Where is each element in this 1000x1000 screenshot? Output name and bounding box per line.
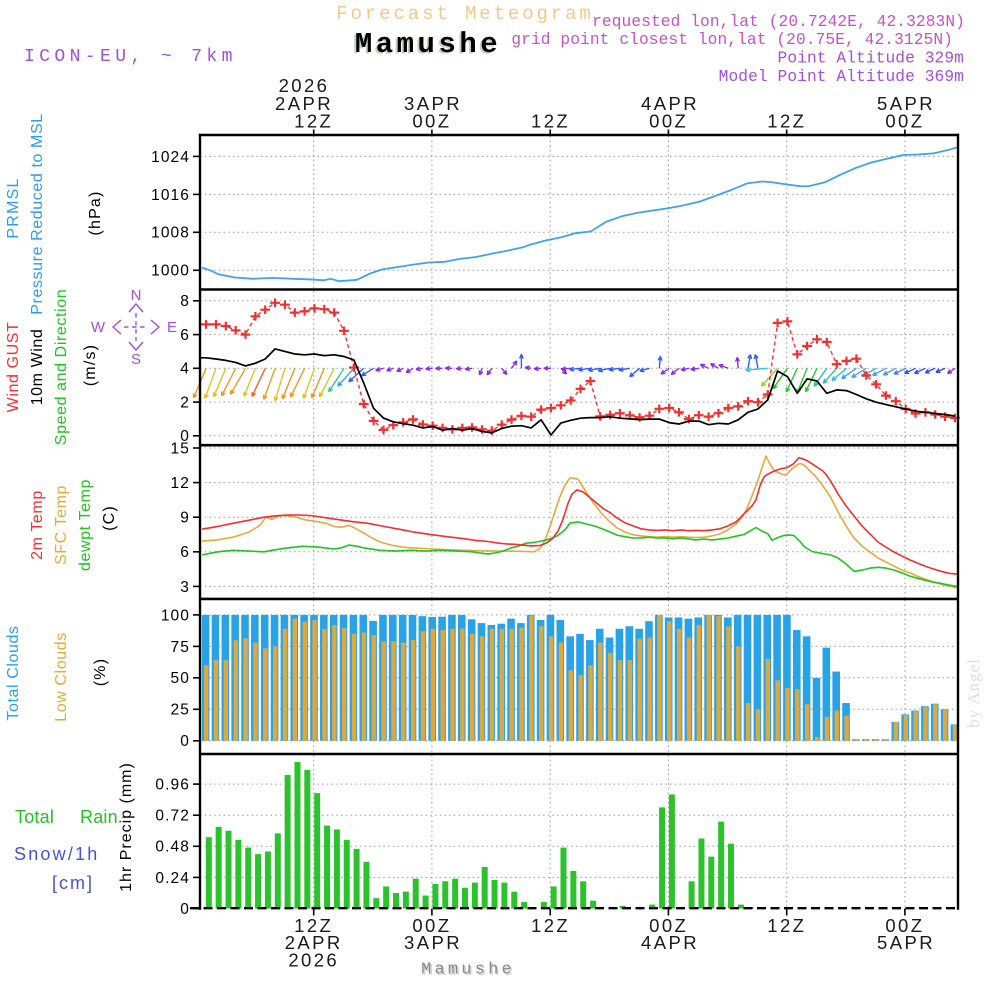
svg-text:Mamushe: Mamushe [355, 28, 501, 61]
svg-text:grid point closest lon,lat (20: grid point closest lon,lat (20.75E, 42.3… [511, 31, 953, 49]
svg-text:1024: 1024 [151, 149, 190, 166]
svg-text:Low Clouds: Low Clouds [53, 632, 70, 722]
svg-text:00Z: 00Z [412, 915, 451, 936]
svg-text:dewpt Temp: dewpt Temp [77, 479, 94, 571]
svg-text:50: 50 [171, 670, 190, 687]
svg-text:0.24: 0.24 [155, 870, 190, 887]
svg-text:2: 2 [180, 394, 190, 411]
svg-text:W: W [91, 319, 106, 336]
svg-text:Mamushe: Mamushe [353, 30, 499, 63]
svg-text:00Z: 00Z [412, 111, 451, 132]
svg-text:Wind GUST: Wind GUST [5, 322, 22, 413]
svg-text:Total Clouds: Total Clouds [5, 625, 22, 720]
svg-text:[cm]: [cm] [52, 873, 94, 893]
svg-text:Point Altitude 329m: Point Altitude 329m [778, 50, 964, 68]
svg-text:12Z: 12Z [767, 111, 806, 132]
svg-text:Mamushe: Mamushe [423, 962, 517, 981]
svg-text:Speed and Direction: Speed and Direction [53, 289, 70, 445]
svg-text:2APR: 2APR [275, 93, 333, 114]
svg-text:2026: 2026 [279, 75, 330, 96]
svg-text:6: 6 [180, 544, 190, 561]
svg-text:0.72: 0.72 [155, 808, 190, 825]
svg-text:12Z: 12Z [531, 111, 570, 132]
svg-text:Forecast Meteogram: Forecast Meteogram [336, 3, 593, 25]
svg-text:Mamushe: Mamushe [421, 961, 515, 980]
svg-text:Pressure Reduced to MSL: Pressure Reduced to MSL [29, 113, 46, 314]
svg-text:ICON-EU, ~ 7km: ICON-EU, ~ 7km [24, 47, 237, 67]
svg-text:25: 25 [171, 702, 190, 719]
svg-text:(%): (%) [92, 658, 109, 686]
svg-text:6: 6 [180, 327, 190, 344]
svg-text:0: 0 [180, 733, 190, 750]
svg-text:1000: 1000 [151, 263, 190, 280]
svg-text:1hr Precip (mm): 1hr Precip (mm) [118, 762, 135, 892]
svg-text:9: 9 [180, 510, 190, 527]
svg-text:00Z: 00Z [649, 111, 688, 132]
svg-text:100: 100 [161, 607, 190, 624]
svg-text:3APR: 3APR [404, 932, 462, 953]
svg-text:0: 0 [180, 428, 190, 445]
svg-text:PRMSL: PRMSL [5, 177, 22, 238]
svg-text:0: 0 [180, 901, 190, 918]
svg-text:1016: 1016 [151, 187, 190, 204]
svg-text:4: 4 [180, 361, 190, 378]
svg-text:E: E [167, 319, 177, 336]
svg-text:(hPa): (hPa) [87, 190, 104, 235]
svg-text:Model Point Altitude 369m: Model Point Altitude 369m [719, 68, 964, 86]
svg-text:12Z: 12Z [294, 915, 333, 936]
svg-text:4APR: 4APR [641, 932, 699, 953]
svg-text:(m/s): (m/s) [82, 344, 99, 386]
svg-text:1008: 1008 [151, 225, 190, 242]
svg-text:0.48: 0.48 [155, 839, 190, 856]
svg-text:00Z: 00Z [885, 111, 924, 132]
svg-text:15: 15 [171, 440, 190, 457]
svg-text:requested lon,lat (20.7242E, 4: requested lon,lat (20.7242E, 42.3283N) [592, 13, 965, 31]
svg-text:4APR: 4APR [641, 93, 699, 114]
svg-text:75: 75 [171, 639, 190, 656]
svg-text:8: 8 [180, 293, 190, 310]
svg-text:12Z: 12Z [294, 111, 333, 132]
svg-text:SFC Temp: SFC Temp [53, 485, 70, 565]
svg-text:0.96: 0.96 [155, 777, 190, 794]
svg-text:2APR: 2APR [285, 932, 343, 953]
svg-text:12Z: 12Z [531, 915, 570, 936]
svg-text:S: S [131, 351, 141, 368]
svg-text:by Angel: by Angel [964, 658, 983, 728]
svg-text:Rain: Rain [80, 807, 118, 827]
svg-text:5APR: 5APR [877, 932, 935, 953]
svg-text:2m Temp: 2m Temp [29, 490, 46, 560]
svg-text:(C): (C) [101, 505, 118, 531]
svg-text:10m Wind: 10m Wind [29, 329, 46, 406]
svg-text:Total: Total [15, 807, 54, 827]
svg-text:5APR: 5APR [877, 93, 935, 114]
svg-text:3APR: 3APR [404, 93, 462, 114]
svg-text:Snow/1h: Snow/1h [14, 844, 99, 864]
svg-text:2026: 2026 [288, 950, 339, 971]
svg-text:N: N [131, 287, 142, 304]
svg-text:12: 12 [171, 475, 190, 492]
svg-text:12Z: 12Z [767, 915, 806, 936]
svg-text:00Z: 00Z [649, 915, 688, 936]
svg-text:3: 3 [180, 579, 190, 596]
svg-text:00Z: 00Z [885, 915, 924, 936]
